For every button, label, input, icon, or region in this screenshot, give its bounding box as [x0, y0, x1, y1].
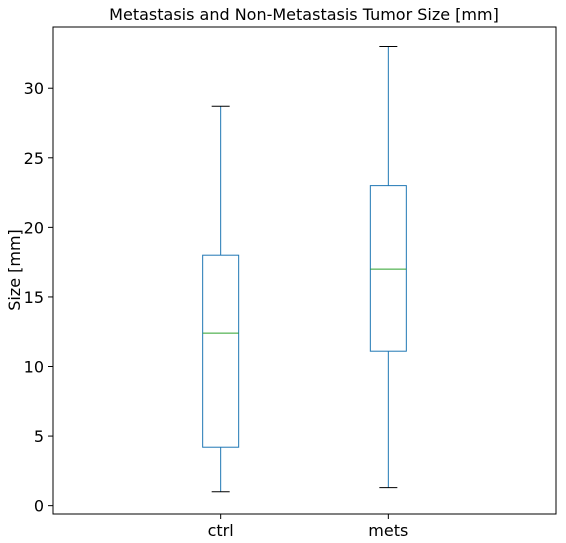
boxes-group — [202, 45, 407, 493]
chart-title: Metastasis and Non-Metastasis Tumor Size… — [109, 5, 499, 24]
y-tick-label: 0 — [34, 497, 44, 516]
y-tick-label: 10 — [24, 358, 44, 377]
x-tick-label: ctrl — [208, 521, 234, 540]
box-iqr — [369, 185, 407, 352]
y-axis-label: Size [mm] — [5, 229, 24, 311]
x-axis: ctrl mets — [208, 514, 408, 540]
x-tick-label: mets — [368, 521, 408, 540]
box-ctrl — [202, 105, 240, 493]
y-tick-label: 5 — [34, 427, 44, 446]
y-tick-label: 15 — [24, 288, 44, 307]
y-tick-label: 30 — [24, 79, 44, 98]
y-tick-label: 25 — [24, 149, 44, 168]
box-mets — [369, 45, 407, 489]
y-axis: 0 5 10 15 20 25 30 — [24, 79, 53, 516]
y-tick-label: 20 — [24, 218, 44, 237]
box-iqr — [202, 254, 240, 448]
plot-area — [52, 26, 557, 515]
